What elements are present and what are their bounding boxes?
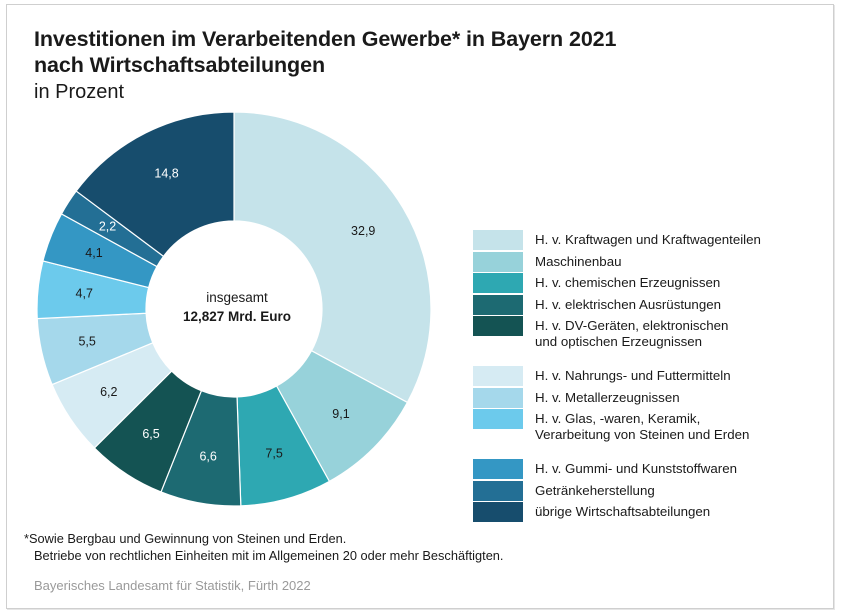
- legend-label: H. v. Glas, -waren, Keramik, Verarbeitun…: [535, 411, 750, 442]
- legend-label: H. v. Nahrungs- und Futtermitteln: [535, 368, 731, 383]
- legend-item: H. v. Kraftwagen und Kraftwagenteilen: [473, 230, 823, 250]
- chart-title-line-2: nach Wirtschaftsabteilungen: [34, 53, 325, 77]
- legend-swatch: [473, 480, 523, 501]
- legend-item: Maschinenbau: [473, 251, 823, 272]
- legend-item: H. v. Metallerzeugnissen: [473, 387, 823, 408]
- legend-swatch: [473, 294, 523, 315]
- legend-item: H. v. chemischen Erzeugnissen: [473, 273, 823, 293]
- legend-item: übrige Wirtschaftsabteilungen: [473, 502, 823, 522]
- legend-item: H. v. Glas, -waren, Keramik, Verarbeitun…: [473, 409, 823, 443]
- slice-value-label: 2,2: [99, 220, 116, 234]
- slice-value-label: 32,9: [351, 224, 375, 238]
- legend-group: H. v. Kraftwagen und Kraftwagenteilen Mas…: [473, 230, 823, 350]
- legend-item: Getränkeherstellung: [473, 480, 823, 501]
- legend-swatch: [473, 316, 523, 336]
- legend-label: H. v. Metallerzeugnissen: [535, 389, 680, 405]
- center-total-caption: insgesamt: [206, 290, 268, 305]
- footnote-line-1: *Sowie Bergbau und Gewinnung von Steinen…: [24, 531, 347, 546]
- slice-value-label: 6,6: [199, 450, 216, 464]
- legend-group: H. v. Gummi- und Kunststoffwaren Getränke…: [473, 459, 823, 522]
- slice-value-label: 6,2: [100, 385, 117, 399]
- footnote: *Sowie Bergbau und Gewinnung von Steinen…: [24, 530, 503, 564]
- donut-slice-11: [75, 111, 235, 258]
- legend-label: übrige Wirtschaftsabteilungen: [535, 504, 711, 519]
- slice-value-label: 6,5: [142, 427, 159, 441]
- donut-slices: [36, 111, 432, 507]
- slice-value-label: 4,1: [85, 246, 102, 260]
- legend-item: H. v. Gummi- und Kunststoffwaren: [473, 459, 823, 479]
- legend-swatch: [473, 251, 523, 272]
- slice-value-label: 14,8: [154, 167, 178, 181]
- legend-swatch: [473, 502, 523, 522]
- donut-slice-1: [233, 111, 432, 404]
- legend-group: H. v. Nahrungs- und Futtermitteln H. v. M…: [473, 366, 823, 443]
- legend-swatch: [473, 459, 523, 479]
- legend-label: H. v. DV-Geräten, elektronischen und opt…: [535, 318, 729, 349]
- legend-label: Getränkeherstellung: [535, 482, 655, 498]
- slice-value-label: 4,7: [76, 286, 93, 300]
- legend-item: H. v. DV-Geräten, elektronischen und opt…: [473, 316, 823, 350]
- chart-title: Investitionen im Verarbeitenden Gewerbe*…: [34, 26, 617, 78]
- legend-swatch: [473, 366, 523, 386]
- legend-swatch: [473, 409, 523, 429]
- legend-label: H. v. elektrischen Ausrüstungen: [535, 296, 722, 312]
- slice-value-label: 9,1: [332, 407, 349, 421]
- legend-swatch: [473, 273, 523, 293]
- source-credit: Bayerisches Landesamt für Statistik, Für…: [34, 578, 311, 593]
- chart-title-line-1: Investitionen im Verarbeitenden Gewerbe*…: [34, 27, 617, 51]
- legend-label: Maschinenbau: [535, 253, 622, 269]
- legend-label: H. v. Gummi- und Kunststoffwaren: [535, 461, 737, 476]
- slice-value-label: 7,5: [265, 446, 282, 460]
- legend-label: H. v. chemischen Erzeugnissen: [535, 275, 721, 290]
- chart-subtitle: in Prozent: [34, 81, 125, 103]
- slice-value-label: 5,5: [78, 334, 95, 348]
- legend-swatch: [473, 230, 523, 250]
- footnote-line-2: Betriebe von rechtlichen Einheiten mit i…: [34, 548, 504, 563]
- legend-swatch: [473, 387, 523, 408]
- legend-item: H. v. elektrischen Ausrüstungen: [473, 294, 823, 315]
- legend-item: H. v. Nahrungs- und Futtermitteln: [473, 366, 823, 386]
- chart-legend: H. v. Kraftwagen und Kraftwagenteilen Mas…: [473, 230, 823, 538]
- center-total-value: 12,827 Mrd. Euro: [183, 309, 291, 324]
- donut-slice-labels: 32,9 9,1 7,5 6,6 6,5 6,2 5,5 4,7 4,1 2,2 14,8: [76, 167, 376, 464]
- legend-label: H. v. Kraftwagen und Kraftwagenteilen: [535, 232, 761, 247]
